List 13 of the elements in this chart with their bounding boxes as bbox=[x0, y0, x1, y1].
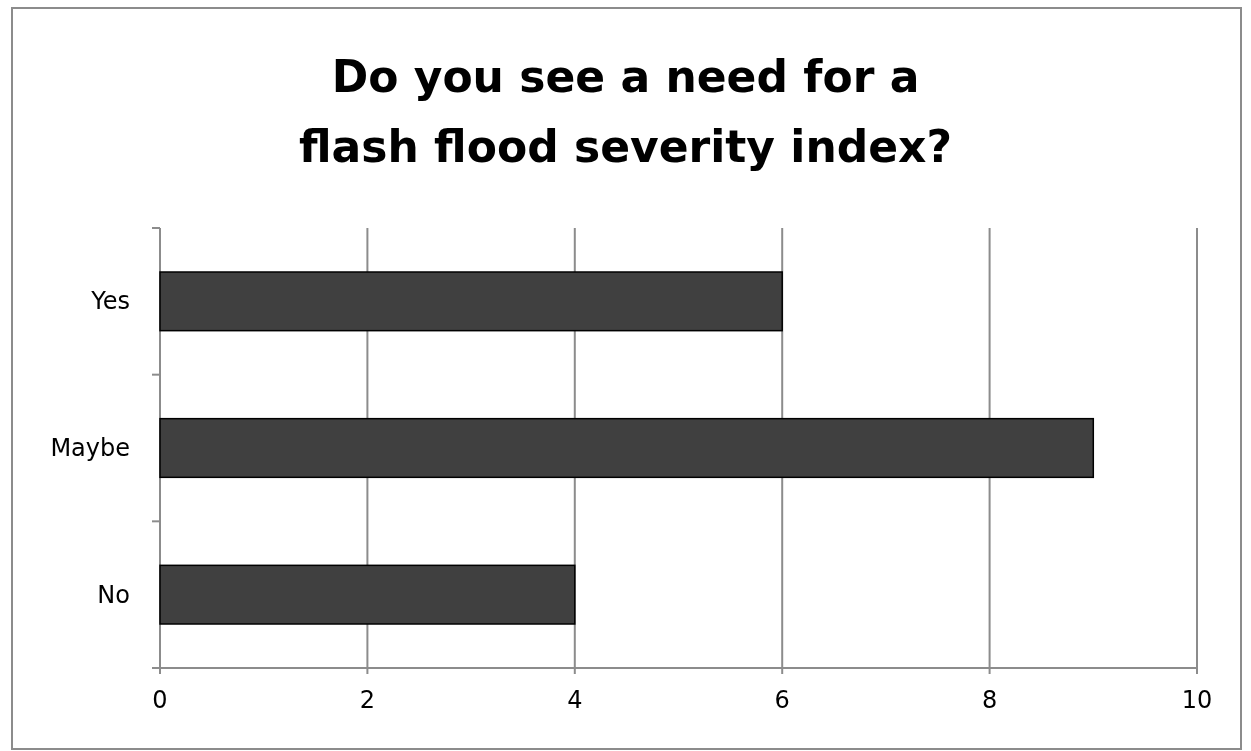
y-tick-label: Maybe bbox=[50, 434, 130, 462]
chart-title: Do you see a need for a flash flood severity index? bbox=[298, 51, 953, 172]
x-tick-label: 2 bbox=[359, 686, 376, 714]
x-tick-label: 10 bbox=[1181, 686, 1213, 714]
x-tick-label: 4 bbox=[567, 686, 583, 714]
y-tick-label: Yes bbox=[90, 287, 130, 316]
bar bbox=[159, 417, 1095, 479]
x-tick-label: 6 bbox=[774, 686, 790, 714]
bar bbox=[159, 271, 783, 332]
x-tick-label: 8 bbox=[981, 686, 998, 714]
y-tick-label: No bbox=[97, 580, 130, 609]
x-tick-label: 0 bbox=[152, 686, 168, 714]
bar bbox=[159, 564, 576, 625]
